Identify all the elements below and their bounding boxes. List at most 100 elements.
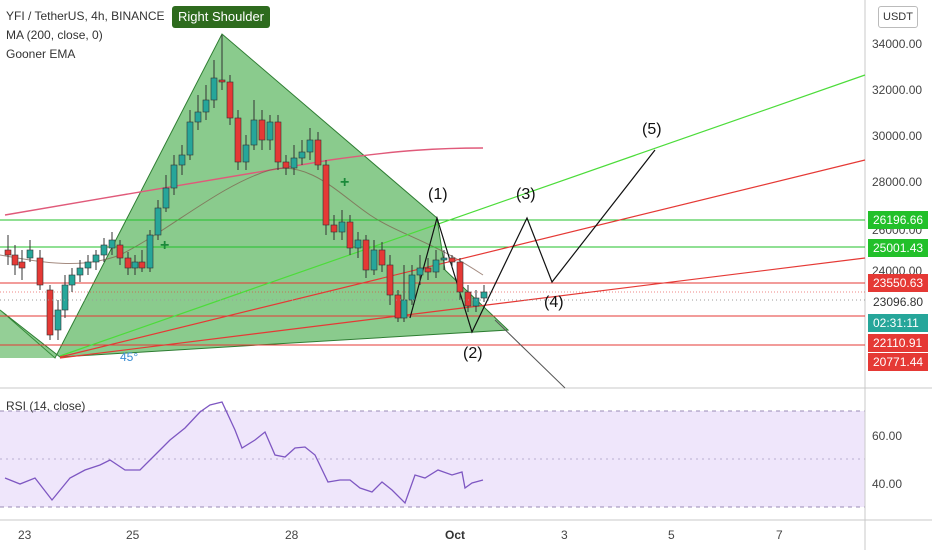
price-tick: 34000.00 [872,37,923,51]
price-tick: 30000.00 [872,129,923,143]
candle-body[interactable] [18,261,26,269]
rsi-line [4,401,484,505]
candle-body[interactable] [226,81,234,119]
candle-body[interactable] [354,239,362,249]
candle-body[interactable] [116,244,124,259]
candle-body[interactable] [76,267,84,276]
candle-body[interactable] [202,99,210,113]
candle-body[interactable] [370,249,378,271]
candle-body[interactable] [266,121,274,141]
price-tick: 32000.00 [872,83,923,97]
rsi-title[interactable]: RSI (14, close) [6,399,86,413]
candle-body[interactable] [100,244,108,256]
candle-body[interactable] [108,239,116,249]
candle-body[interactable] [84,261,92,269]
candle-body[interactable] [61,284,69,311]
candle-body[interactable] [11,254,19,266]
candle-body[interactable] [472,297,480,307]
time-tick: 23 [18,528,32,542]
plus-marker-icon: + [160,237,169,254]
candle-body[interactable] [408,274,416,301]
candle-body[interactable] [194,111,202,123]
head-shoulders-pattern[interactable] [0,33,510,359]
candle-body[interactable] [36,257,44,286]
candle-body[interactable] [432,259,440,273]
time-tick: 28 [285,528,299,542]
time-tick: 5 [668,528,675,542]
candle-body[interactable] [46,289,54,336]
time-tick: 25 [126,528,140,542]
rsi-tick: 40.00 [872,477,903,491]
candle-body[interactable] [178,154,186,166]
pattern-label[interactable]: Right Shoulder [172,6,270,28]
candle-body[interactable] [162,187,170,209]
candle-body[interactable] [154,207,162,236]
candle-body[interactable] [92,254,100,263]
candle-body[interactable] [242,144,250,163]
candle-body[interactable] [394,294,402,319]
candle-body[interactable] [258,119,266,141]
candle-body[interactable] [440,257,448,261]
candle-body[interactable] [314,139,322,166]
candle-body[interactable] [416,267,424,276]
candle-body[interactable] [346,221,354,249]
candle-body[interactable] [386,264,394,296]
candle-body[interactable] [250,119,258,146]
price-tag: 20771.44 [868,353,928,371]
symbol-title[interactable]: YFI / TetherUS, 4h, BINANCE [6,9,165,23]
time-tick: Oct [445,528,466,542]
candle-body[interactable] [322,164,330,226]
candle-body[interactable] [274,121,282,163]
neckline-extension[interactable] [494,319,566,389]
candle-body[interactable] [54,309,62,331]
candle-body[interactable] [26,249,34,259]
candle-body[interactable] [124,257,132,269]
candle-body[interactable] [378,249,386,266]
price-tag: 23550.63 [868,274,928,292]
candle-body[interactable] [298,151,306,159]
lower-trend-line[interactable] [59,257,866,359]
candle-body[interactable] [330,224,338,233]
elliott-wave-path[interactable] [409,149,656,334]
middle-trend-line[interactable] [59,159,866,358]
candlestick-series[interactable] [4,35,488,340]
currency-button[interactable]: USDT [878,6,918,28]
candle-body[interactable] [456,261,464,293]
candle-body[interactable] [210,77,218,101]
plus-marker-icon: + [340,174,349,191]
candle-body[interactable] [234,117,242,163]
ma-indicator-label[interactable]: MA (200, close, 0) [6,28,103,42]
candle-body[interactable] [146,234,154,269]
candle-body[interactable] [218,79,226,83]
candle-body[interactable] [131,261,139,269]
candle-body[interactable] [448,257,456,263]
candle-body[interactable] [186,121,194,156]
ma-200-line [4,147,484,216]
upper-trend-line[interactable] [59,74,866,357]
candle-body[interactable] [464,291,472,307]
price-tag: 26196.66 [868,211,928,229]
price-tag: 25001.43 [868,239,928,257]
wave-label-2: (2) [463,345,483,362]
wave-label-1: (1) [428,186,448,203]
candle-body[interactable] [306,139,314,153]
candle-body[interactable] [282,161,290,169]
candle-body[interactable] [138,261,146,269]
candle-body[interactable] [170,164,178,189]
candle-body[interactable] [290,157,298,169]
price-tag: 22110.91 [868,334,928,352]
candle-body[interactable] [424,267,432,273]
candle-body[interactable] [338,221,346,233]
wave-label-5: (5) [642,121,662,138]
wave-label-3: (3) [516,186,536,203]
left-shoulder-fill [0,310,55,358]
candle-body[interactable] [362,239,370,271]
ema-indicator-label[interactable]: Gooner EMA [6,47,76,61]
candle-body[interactable] [68,274,76,286]
wave-label-4: (4) [544,294,564,311]
candle-body[interactable] [480,291,488,299]
candle-body[interactable] [400,299,408,319]
candle-body[interactable] [4,249,12,256]
